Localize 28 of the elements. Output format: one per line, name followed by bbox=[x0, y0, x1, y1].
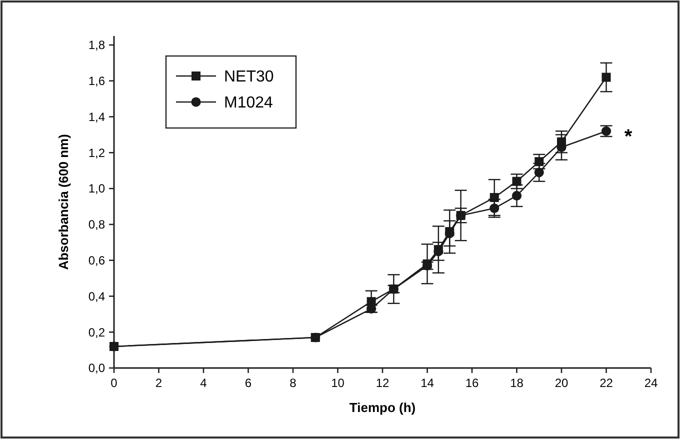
y-tick-label: 1,8 bbox=[88, 38, 106, 52]
y-tick-label: 1,2 bbox=[88, 146, 106, 160]
x-tick-label: 14 bbox=[420, 376, 434, 390]
y-tick-label: 1,0 bbox=[88, 182, 106, 196]
y-axis-title: Absorbancia (600 nm) bbox=[56, 134, 71, 270]
x-tick-label: 16 bbox=[465, 376, 479, 390]
y-tick-label: 1,6 bbox=[88, 74, 106, 88]
y-tick-label: 0,8 bbox=[88, 218, 106, 232]
legend-label: NET30 bbox=[224, 68, 274, 86]
x-axis-title: Tiempo (h) bbox=[349, 400, 416, 415]
y-tick-label: 0,0 bbox=[88, 361, 106, 376]
x-tick-label: 8 bbox=[290, 376, 297, 390]
x-tick-label: 6 bbox=[244, 376, 252, 390]
annotation: * bbox=[624, 126, 632, 148]
y-tick-label: 0,2 bbox=[88, 325, 106, 340]
x-tick-label: 24 bbox=[644, 376, 658, 390]
legend-label: M1024 bbox=[224, 94, 274, 112]
x-tick-label: 2 bbox=[155, 376, 162, 390]
x-tick-label: 18 bbox=[510, 376, 524, 390]
x-tick-label: 12 bbox=[376, 376, 390, 390]
x-tick-label: 10 bbox=[331, 376, 345, 390]
x-tick-label: 22 bbox=[600, 376, 614, 390]
x-tick-label: 4 bbox=[200, 376, 208, 390]
x-tick-label: 20 bbox=[554, 376, 568, 390]
y-tick-label: 1,4 bbox=[88, 110, 106, 124]
y-tick-label: 0,4 bbox=[88, 289, 106, 304]
y-tick-label: 0,6 bbox=[88, 254, 106, 268]
x-tick-label: 0 bbox=[110, 376, 118, 390]
